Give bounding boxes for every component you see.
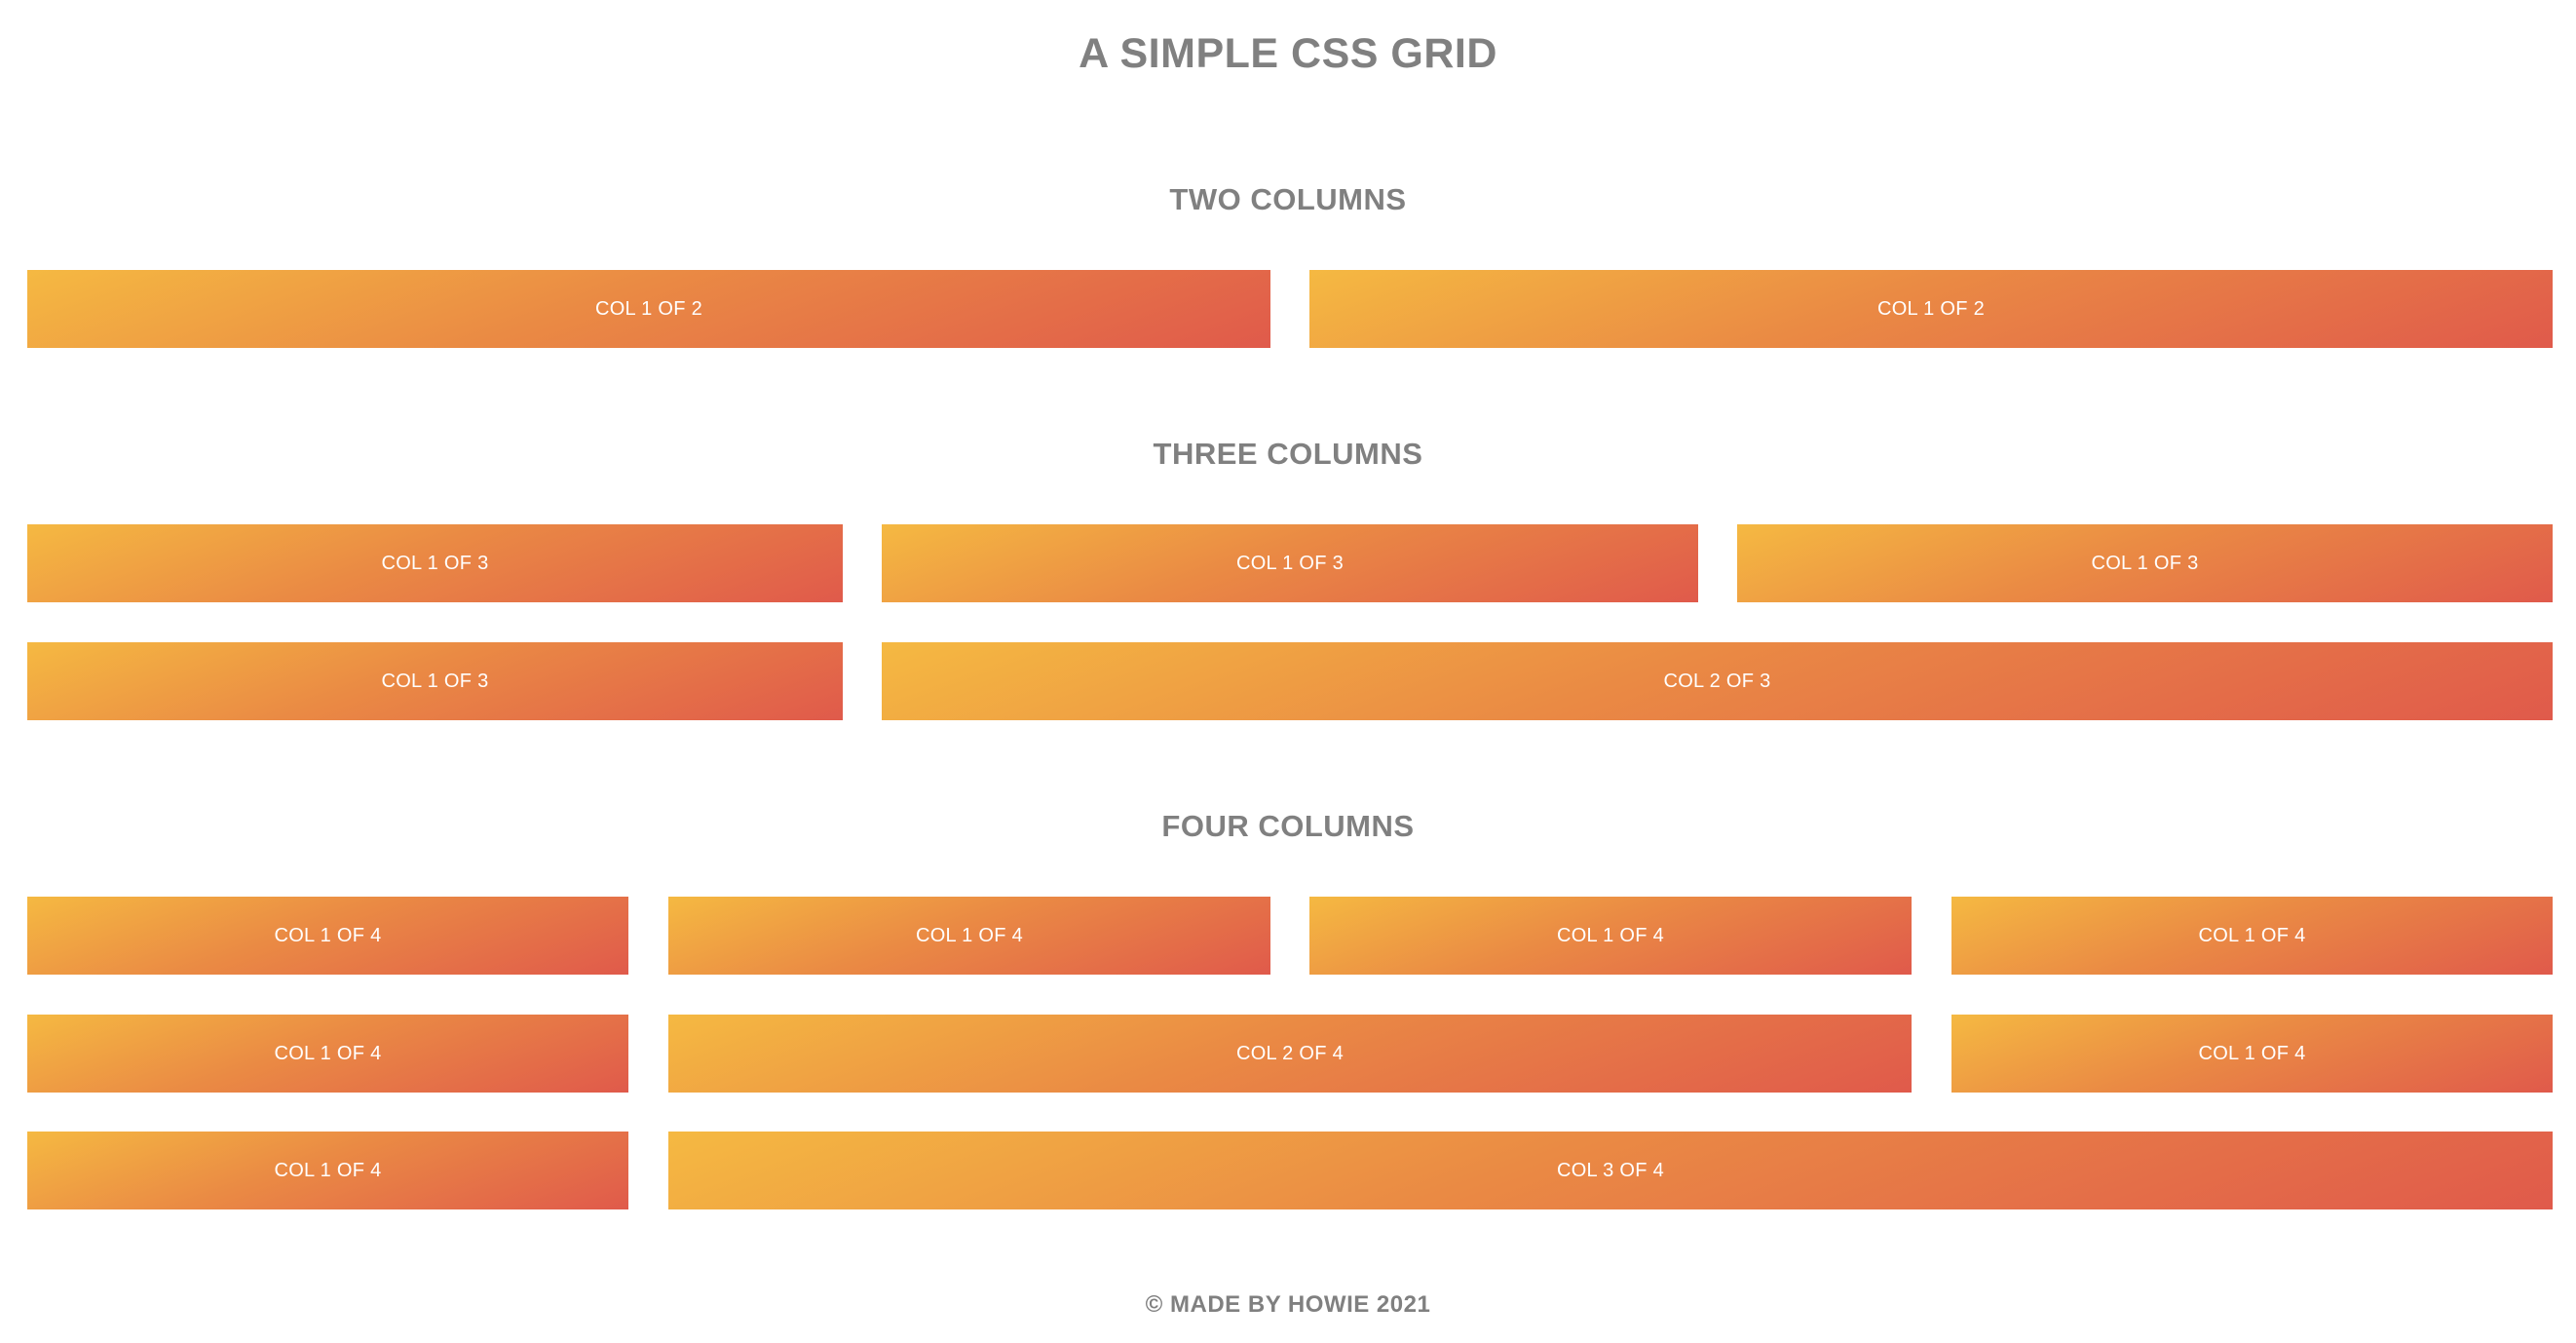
grid-cell: COL 2 OF 4 — [668, 1015, 1912, 1093]
grid-cell: COL 3 OF 4 — [668, 1132, 2553, 1209]
grid-cell: COL 1 OF 2 — [1309, 270, 2553, 348]
grid-cell: COL 2 OF 3 — [882, 642, 2553, 720]
page-title: A SIMPLE CSS GRID — [1079, 30, 1497, 77]
grid-cell: COL 1 OF 3 — [27, 642, 843, 720]
section-heading-two-columns: TWO COLUMNS — [1169, 182, 1407, 216]
grid-cell: COL 1 OF 4 — [27, 897, 628, 975]
grid-cell: COL 1 OF 2 — [27, 270, 1270, 348]
grid-cell: COL 1 OF 3 — [1737, 524, 2553, 602]
grid-cell: COL 1 OF 4 — [1309, 897, 1912, 975]
grid-cell: COL 1 OF 4 — [1951, 897, 2553, 975]
section-heading-four-columns: FOUR COLUMNS — [1161, 809, 1415, 843]
grid-cell: COL 1 OF 4 — [668, 897, 1270, 975]
grid-cell: COL 1 OF 4 — [27, 1015, 628, 1093]
grid-cell: COL 1 OF 3 — [27, 524, 843, 602]
section-heading-three-columns: THREE COLUMNS — [1153, 437, 1423, 471]
grid-cell: COL 1 OF 3 — [882, 524, 1698, 602]
grid-cell: COL 1 OF 4 — [1951, 1015, 2553, 1093]
grid-cell: COL 1 OF 4 — [27, 1132, 628, 1209]
footer-credit: © MADE BY HOWIE 2021 — [1145, 1291, 1431, 1318]
